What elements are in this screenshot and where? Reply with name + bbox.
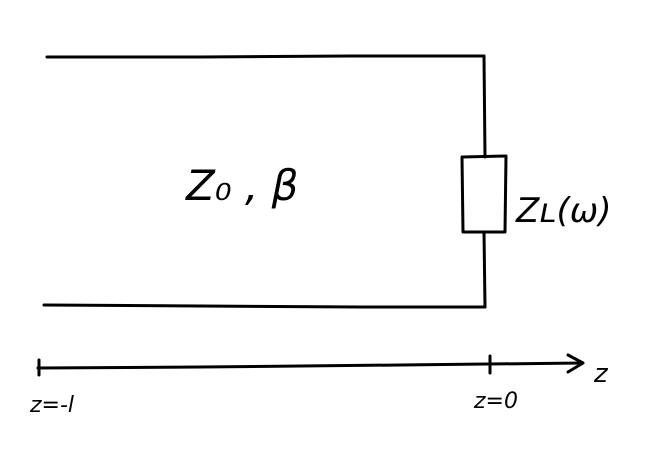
tick-label-z-minus-l: z=-l bbox=[29, 393, 74, 418]
load-impedance-box bbox=[460, 154, 508, 234]
z-axis-label: z bbox=[593, 359, 609, 389]
line-impedance-label: Z₀ , β bbox=[185, 161, 298, 210]
tick-label-z-zero: z=0 bbox=[473, 389, 518, 414]
bottom-conductor bbox=[42, 303, 487, 309]
z-axis-arrowhead bbox=[566, 353, 585, 374]
load-wire-top bbox=[482, 54, 487, 159]
top-conductor bbox=[45, 54, 486, 59]
load-impedance-label: Zʟ(ω) bbox=[515, 191, 612, 231]
load-wire-bottom bbox=[482, 230, 487, 309]
z-axis-line bbox=[36, 361, 584, 370]
